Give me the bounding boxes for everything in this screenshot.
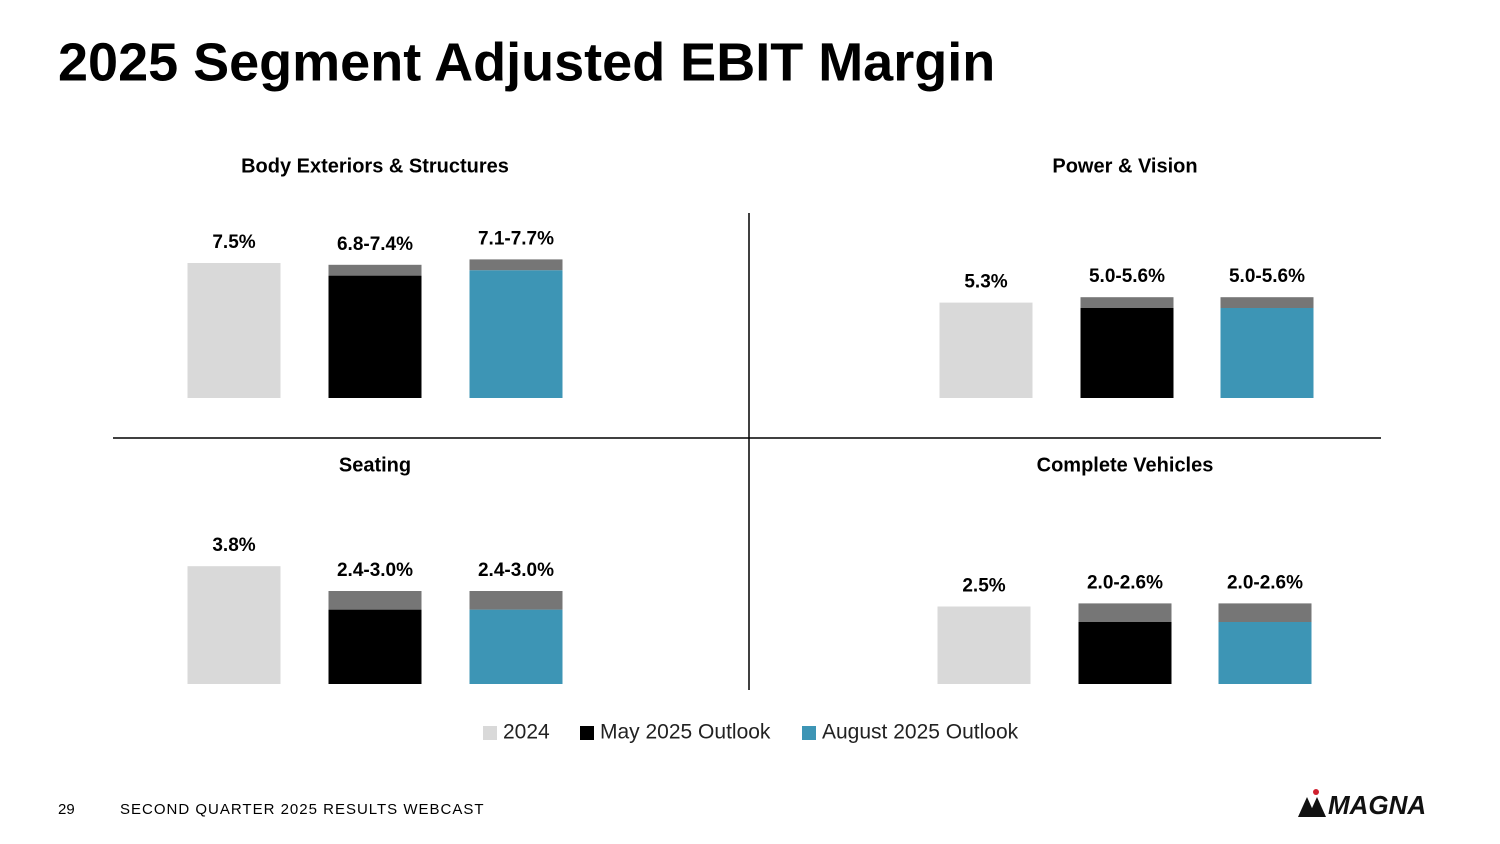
bar bbox=[187, 566, 281, 684]
bar bbox=[1080, 308, 1174, 398]
slide-title: 2025 Segment Adjusted EBIT Margin bbox=[58, 32, 995, 92]
bar bbox=[328, 275, 422, 398]
footer-text: SECOND QUARTER 2025 RESULTS WEBCAST bbox=[120, 801, 485, 818]
value-label: 6.8-7.4% bbox=[337, 234, 413, 255]
logo: MAGNA bbox=[1298, 789, 1426, 820]
value-label: 2.0-2.6% bbox=[1087, 572, 1163, 593]
chart-title: Power & Vision bbox=[1052, 155, 1197, 177]
bar bbox=[469, 609, 563, 684]
value-label: 2.0-2.6% bbox=[1227, 572, 1303, 593]
range-bar bbox=[1078, 603, 1172, 622]
range-bar bbox=[1218, 603, 1312, 622]
bar bbox=[1078, 622, 1172, 684]
logo-text: MAGNA bbox=[1328, 790, 1426, 820]
logo-mark bbox=[1308, 797, 1326, 817]
value-label: 7.5% bbox=[212, 232, 255, 253]
value-label: 2.5% bbox=[962, 576, 1005, 597]
legend-label: May 2025 Outlook bbox=[600, 721, 771, 744]
range-bar bbox=[328, 591, 422, 610]
bar bbox=[328, 609, 422, 684]
logo-dot bbox=[1313, 789, 1319, 795]
range-bar bbox=[469, 591, 563, 610]
legend-label: August 2025 Outlook bbox=[822, 721, 1019, 744]
value-label: 2.4-3.0% bbox=[478, 560, 554, 581]
chart-title: Complete Vehicles bbox=[1037, 454, 1214, 476]
chart-title: Seating bbox=[339, 454, 411, 476]
bar bbox=[1218, 622, 1312, 684]
bar bbox=[187, 263, 281, 398]
legend-swatch bbox=[580, 726, 594, 740]
legend-swatch bbox=[802, 726, 816, 740]
range-bar bbox=[328, 264, 422, 276]
range-bar bbox=[1220, 297, 1314, 308]
value-label: 5.3% bbox=[964, 272, 1007, 293]
bar bbox=[937, 606, 1031, 684]
chart-title: Body Exteriors & Structures bbox=[241, 155, 509, 177]
value-label: 5.0-5.6% bbox=[1229, 266, 1305, 287]
page-number: 29 bbox=[58, 801, 75, 818]
value-label: 7.1-7.7% bbox=[478, 228, 554, 249]
range-bar bbox=[469, 259, 563, 271]
bar bbox=[469, 270, 563, 398]
value-label: 3.8% bbox=[212, 535, 255, 556]
value-label: 2.4-3.0% bbox=[337, 560, 413, 581]
bar bbox=[939, 302, 1033, 398]
legend-swatch bbox=[483, 726, 497, 740]
legend-label: 2024 bbox=[503, 721, 550, 744]
bar bbox=[1220, 308, 1314, 398]
value-label: 5.0-5.6% bbox=[1089, 266, 1165, 287]
range-bar bbox=[1080, 297, 1174, 308]
